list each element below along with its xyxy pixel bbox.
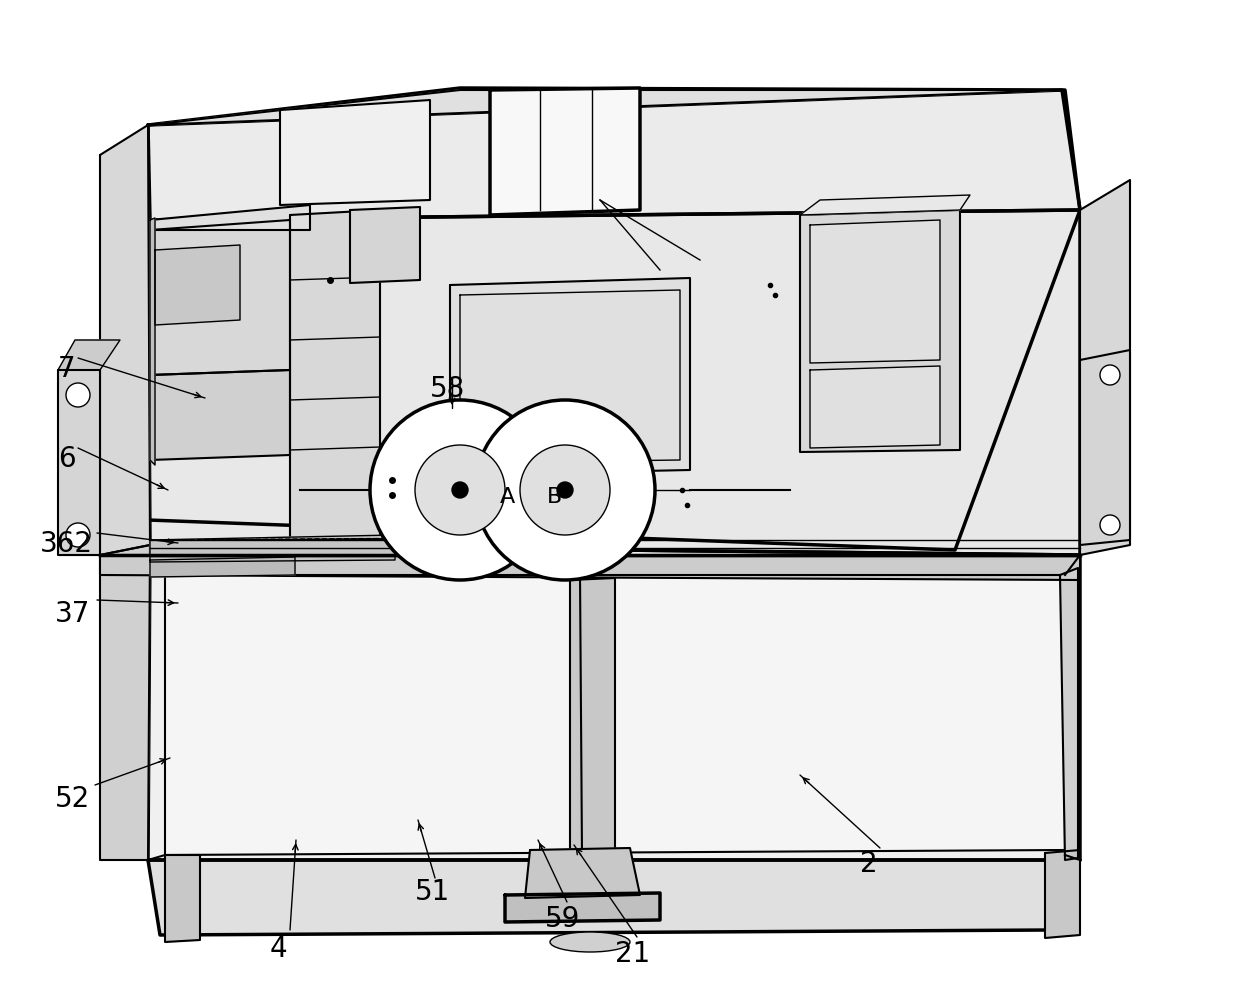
Polygon shape [148,860,1080,935]
Circle shape [66,383,91,407]
Text: 58: 58 [430,375,465,403]
Circle shape [520,445,610,535]
Circle shape [1100,365,1120,385]
Polygon shape [148,210,1080,555]
Text: 59: 59 [546,905,580,933]
Polygon shape [150,220,290,375]
Circle shape [557,482,573,498]
Polygon shape [150,205,310,230]
Polygon shape [165,575,1065,855]
Text: 52: 52 [55,785,91,813]
Polygon shape [165,855,200,942]
Circle shape [475,400,655,580]
Polygon shape [148,90,1061,125]
Polygon shape [150,535,396,562]
Polygon shape [1060,568,1078,860]
Text: 362: 362 [40,530,93,558]
Text: B: B [547,487,562,507]
Polygon shape [148,545,1080,860]
Text: 6: 6 [58,445,76,473]
Polygon shape [505,893,660,922]
Text: 51: 51 [415,878,450,906]
Circle shape [66,523,91,547]
Polygon shape [100,545,150,860]
Circle shape [370,400,551,580]
Polygon shape [148,90,1080,220]
Polygon shape [150,557,295,577]
Polygon shape [350,207,420,283]
Polygon shape [800,195,970,215]
Polygon shape [525,848,640,898]
Text: 2: 2 [861,850,878,878]
Polygon shape [810,366,940,448]
Polygon shape [280,100,430,205]
Polygon shape [150,370,290,460]
Polygon shape [570,578,615,858]
Polygon shape [490,88,640,215]
Polygon shape [1080,180,1130,555]
Polygon shape [155,245,241,325]
Polygon shape [100,125,150,555]
Polygon shape [810,220,940,363]
Text: 37: 37 [55,600,91,628]
Text: 7: 7 [58,355,76,383]
Polygon shape [150,218,155,465]
Polygon shape [58,340,120,370]
Polygon shape [290,210,379,558]
Text: 21: 21 [615,940,650,968]
Polygon shape [100,555,1080,580]
Polygon shape [800,210,960,452]
Text: A: A [500,487,516,507]
Circle shape [415,445,505,535]
Circle shape [453,482,467,498]
Ellipse shape [551,932,630,952]
Circle shape [1100,515,1120,535]
Polygon shape [450,278,689,475]
Polygon shape [58,370,100,555]
Polygon shape [1080,350,1130,545]
Polygon shape [148,88,1080,550]
Polygon shape [1045,850,1080,938]
Text: 4: 4 [270,935,288,963]
